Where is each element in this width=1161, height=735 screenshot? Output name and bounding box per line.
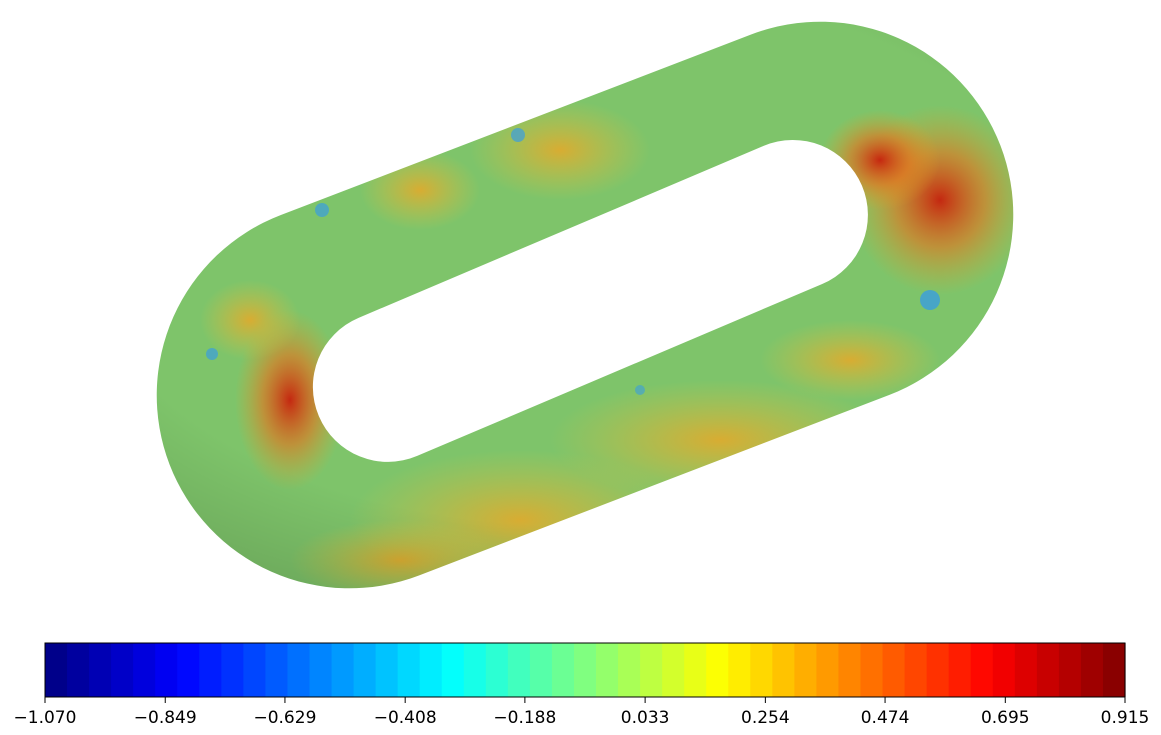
colorbar-band bbox=[838, 643, 862, 697]
x-tick-label: −0.188 bbox=[493, 708, 556, 728]
colorbar-band bbox=[331, 643, 355, 697]
x-tick-label: −0.408 bbox=[374, 708, 437, 728]
colorbar-band bbox=[640, 643, 663, 697]
colorbar-band bbox=[662, 643, 685, 697]
colorbar-band bbox=[816, 643, 840, 697]
x-tick-label: −1.070 bbox=[14, 708, 77, 728]
colorbar-band bbox=[133, 643, 156, 697]
x-tick-label: −0.849 bbox=[134, 708, 197, 728]
colorbar-band bbox=[1014, 643, 1038, 697]
x-tick-label: 0.695 bbox=[981, 708, 1030, 728]
colorbar-band bbox=[177, 643, 200, 697]
colorbar-band bbox=[529, 643, 553, 697]
colorbar-band bbox=[772, 643, 795, 697]
colorbar-band bbox=[155, 643, 178, 697]
x-tick-label: 0.474 bbox=[861, 708, 910, 728]
colorbar-band bbox=[618, 643, 641, 697]
colorbar-band bbox=[485, 643, 509, 697]
colorbar bbox=[45, 643, 1126, 697]
colorbar-band bbox=[706, 643, 729, 697]
colorbar-band bbox=[309, 643, 333, 697]
colorbar-band bbox=[419, 643, 443, 697]
colorbar-band bbox=[1102, 643, 1126, 697]
colorbar-band bbox=[287, 643, 311, 697]
colorbar-band bbox=[463, 643, 487, 697]
colorbar-band bbox=[1058, 643, 1082, 697]
colorbar-band bbox=[684, 643, 707, 697]
colorbar-band bbox=[375, 643, 399, 697]
colorbar-band bbox=[860, 643, 884, 697]
colorbar-band bbox=[67, 643, 90, 697]
x-tick-label: 0.915 bbox=[1101, 708, 1150, 728]
colorbar-band bbox=[573, 643, 597, 697]
colorbar-frame bbox=[44, 642, 1126, 698]
colorbar-band bbox=[221, 643, 244, 697]
colorbar-band bbox=[507, 643, 531, 697]
colorbar-band bbox=[596, 643, 619, 697]
colorbar-band bbox=[970, 643, 994, 697]
x-tick-label: −0.629 bbox=[253, 708, 316, 728]
colorbar-band bbox=[265, 643, 289, 697]
colorbar-band bbox=[111, 643, 134, 697]
x-tick-label: 0.033 bbox=[621, 708, 670, 728]
x-tick-label: 0.254 bbox=[741, 708, 790, 728]
colorbar-band bbox=[397, 643, 421, 697]
surface-render bbox=[0, 0, 1161, 640]
colorbar-band bbox=[728, 643, 751, 697]
colorbar-band bbox=[199, 643, 222, 697]
colorbar-band bbox=[750, 643, 773, 697]
colorbar-band bbox=[353, 643, 377, 697]
colorbar-band bbox=[243, 643, 267, 697]
colorbar-band bbox=[1080, 643, 1104, 697]
colorbar-band bbox=[926, 643, 950, 697]
colorbar-band bbox=[441, 643, 465, 697]
colorbar-band bbox=[882, 643, 906, 697]
colorbar-band bbox=[1036, 643, 1060, 697]
colorbar-band bbox=[794, 643, 818, 697]
colorbar-band bbox=[948, 643, 972, 697]
colorbar-band bbox=[992, 643, 1016, 697]
colorbar-band bbox=[551, 643, 575, 697]
colorbar-band bbox=[89, 643, 112, 697]
colorbar-band bbox=[904, 643, 928, 697]
colorbar-band bbox=[45, 643, 68, 697]
